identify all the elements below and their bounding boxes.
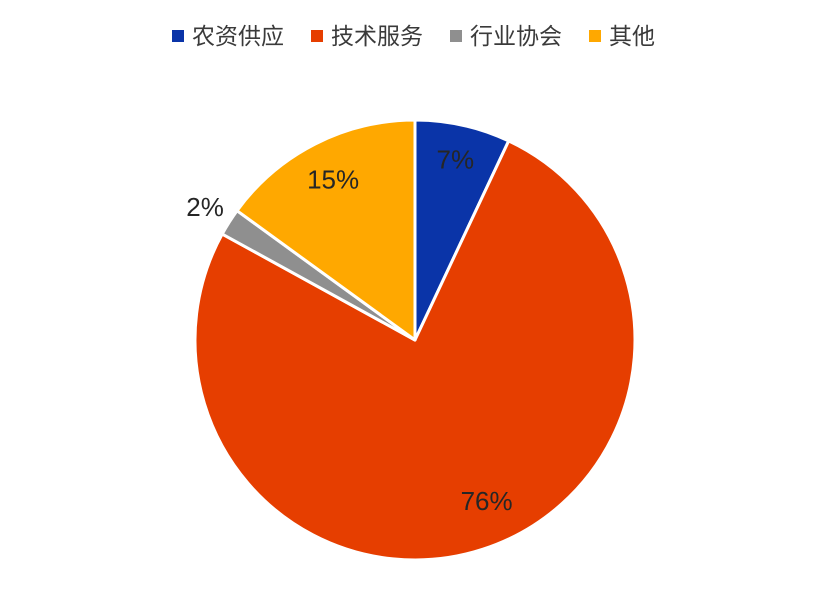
legend-item-label: 农资供应 xyxy=(192,22,284,49)
pie-slice xyxy=(193,139,637,562)
legend-item-nongzi-gongying: 农资供应 xyxy=(172,22,284,49)
pie-slice-label: 2% xyxy=(186,192,224,222)
pie-slice-label: 7% xyxy=(437,145,475,175)
legend-swatch-icon xyxy=(311,30,323,42)
legend-swatch-icon xyxy=(172,30,184,42)
legend-item-jishu-fuwu: 技术服务 xyxy=(311,22,423,49)
pie-slice-label: 76% xyxy=(461,486,513,516)
pie-slice-label: 15% xyxy=(307,164,359,194)
legend-item-label: 其他 xyxy=(609,22,655,49)
legend-item-hangye-xiehui: 行业协会 xyxy=(450,22,562,49)
pie-slice xyxy=(235,118,417,342)
chart-legend: 农资供应 技术服务 行业协会 其他 xyxy=(0,20,827,52)
legend-swatch-icon xyxy=(450,30,462,42)
legend-swatch-icon xyxy=(589,30,601,42)
legend-item-qita: 其他 xyxy=(589,22,655,49)
legend-item-label: 行业协会 xyxy=(470,22,562,49)
legend-item-label: 技术服务 xyxy=(331,22,423,49)
